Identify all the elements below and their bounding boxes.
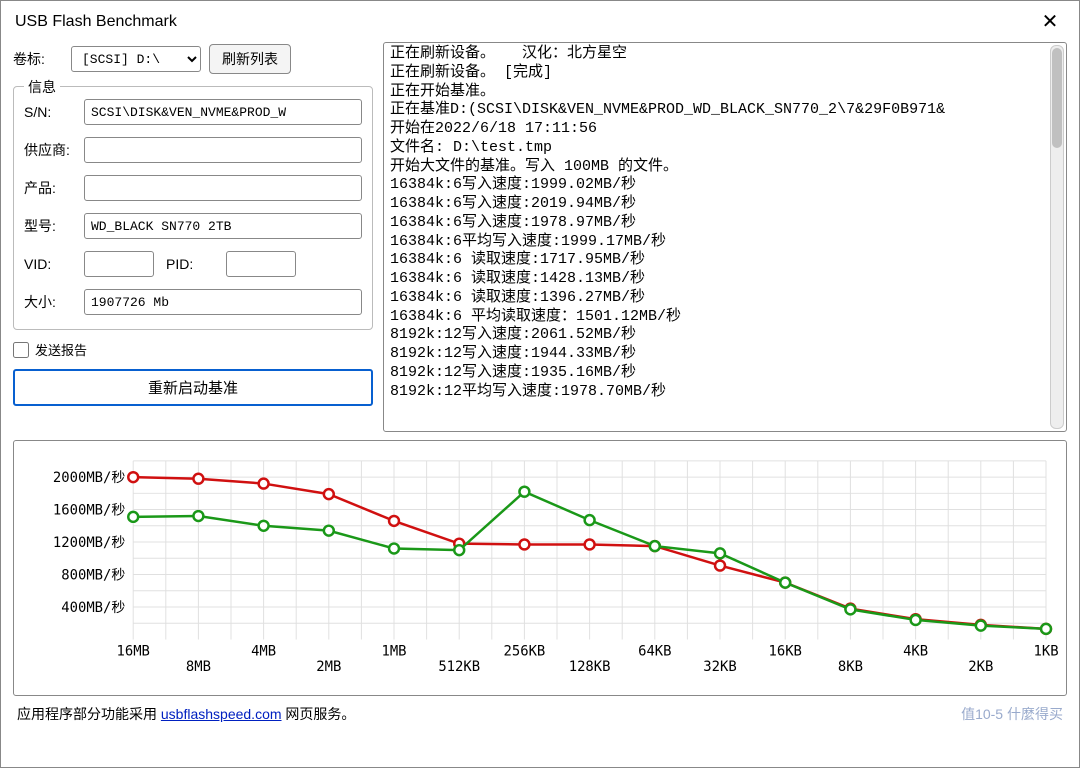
drive-select[interactable]: [SCSI] D:\ <box>71 46 201 72</box>
titlebar: USB Flash Benchmark ✕ <box>1 1 1079 42</box>
footer: 应用程序部分功能采用 usbflashspeed.com 网页服务。 值10-5… <box>13 696 1067 728</box>
svg-text:512KB: 512KB <box>438 659 480 675</box>
svg-text:32KB: 32KB <box>703 659 736 675</box>
svg-text:1MB: 1MB <box>381 643 406 659</box>
svg-text:1600MB/秒: 1600MB/秒 <box>53 503 125 519</box>
window-title: USB Flash Benchmark <box>15 13 177 31</box>
log-scrollbar-thumb[interactable] <box>1052 48 1062 148</box>
send-report-label: 发送报告 <box>35 340 87 359</box>
sn-label: S/N: <box>24 104 78 120</box>
svg-text:2KB: 2KB <box>968 659 993 675</box>
svg-text:1KB: 1KB <box>1033 643 1058 659</box>
product-label: 产品: <box>24 178 78 198</box>
footer-text: 应用程序部分功能采用 usbflashspeed.com 网页服务。 <box>17 704 355 724</box>
svg-text:64KB: 64KB <box>638 643 671 659</box>
svg-text:4KB: 4KB <box>903 643 928 659</box>
drive-row: 卷标: [SCSI] D:\ 刷新列表 <box>13 42 373 80</box>
info-title: 信息 <box>24 77 60 97</box>
svg-text:2MB: 2MB <box>316 659 341 675</box>
svg-text:400MB/秒: 400MB/秒 <box>61 600 125 616</box>
vid-field[interactable] <box>84 251 154 277</box>
svg-text:16MB: 16MB <box>116 643 149 659</box>
svg-text:800MB/秒: 800MB/秒 <box>61 567 125 583</box>
send-report-checkbox[interactable] <box>13 342 29 358</box>
close-icon[interactable]: ✕ <box>1035 9 1065 34</box>
chart-panel: 400MB/秒 800MB/秒 1200MB/秒 1600MB/秒 2000MB/秒 16… <box>13 440 1067 696</box>
pid-field[interactable] <box>226 251 296 277</box>
restart-button[interactable]: 重新启动基准 <box>13 369 373 406</box>
pid-label: PID: <box>166 256 220 272</box>
svg-text:128KB: 128KB <box>569 659 611 675</box>
footer-link[interactable]: usbflashspeed.com <box>161 706 282 722</box>
left-panel: 卷标: [SCSI] D:\ 刷新列表 信息 S/N: 供应商: <box>13 42 373 432</box>
model-field[interactable] <box>84 213 362 239</box>
svg-text:8KB: 8KB <box>838 659 863 675</box>
watermark: 值10-5 什麼得买 <box>961 704 1063 724</box>
product-field[interactable] <box>84 175 362 201</box>
svg-text:16KB: 16KB <box>769 643 802 659</box>
send-report-row: 发送报告 <box>13 336 373 363</box>
vendor-field[interactable] <box>84 137 362 163</box>
sn-field[interactable] <box>84 99 362 125</box>
svg-text:256KB: 256KB <box>504 643 546 659</box>
size-field[interactable] <box>84 289 362 315</box>
svg-text:1200MB/秒: 1200MB/秒 <box>53 535 125 551</box>
log-text: 正在刷新设备。 汉化：北方星空 正在刷新设备。 [完成] 正在开始基准。 正在基… <box>390 45 945 400</box>
top-row: 卷标: [SCSI] D:\ 刷新列表 信息 S/N: 供应商: <box>13 42 1067 432</box>
log-scrollbar[interactable] <box>1050 45 1064 429</box>
info-groupbox: 信息 S/N: 供应商: 产品: 型号: <box>13 86 373 330</box>
svg-text:8MB: 8MB <box>186 659 211 675</box>
vid-label: VID: <box>24 256 78 272</box>
svg-text:4MB: 4MB <box>251 643 276 659</box>
refresh-button[interactable]: 刷新列表 <box>209 44 291 74</box>
model-label: 型号: <box>24 216 78 236</box>
drive-label: 卷标: <box>13 49 63 69</box>
app-window: USB Flash Benchmark ✕ 卷标: [SCSI] D:\ 刷新列… <box>0 0 1080 768</box>
benchmark-chart: 400MB/秒 800MB/秒 1200MB/秒 1600MB/秒 2000MB/秒 16… <box>14 441 1066 695</box>
content-area: 卷标: [SCSI] D:\ 刷新列表 信息 S/N: 供应商: <box>1 42 1079 767</box>
svg-text:2000MB/秒: 2000MB/秒 <box>53 470 125 486</box>
size-label: 大小: <box>24 292 78 312</box>
vendor-label: 供应商: <box>24 140 78 160</box>
log-textarea[interactable]: 正在刷新设备。 汉化：北方星空 正在刷新设备。 [完成] 正在开始基准。 正在基… <box>383 42 1067 432</box>
